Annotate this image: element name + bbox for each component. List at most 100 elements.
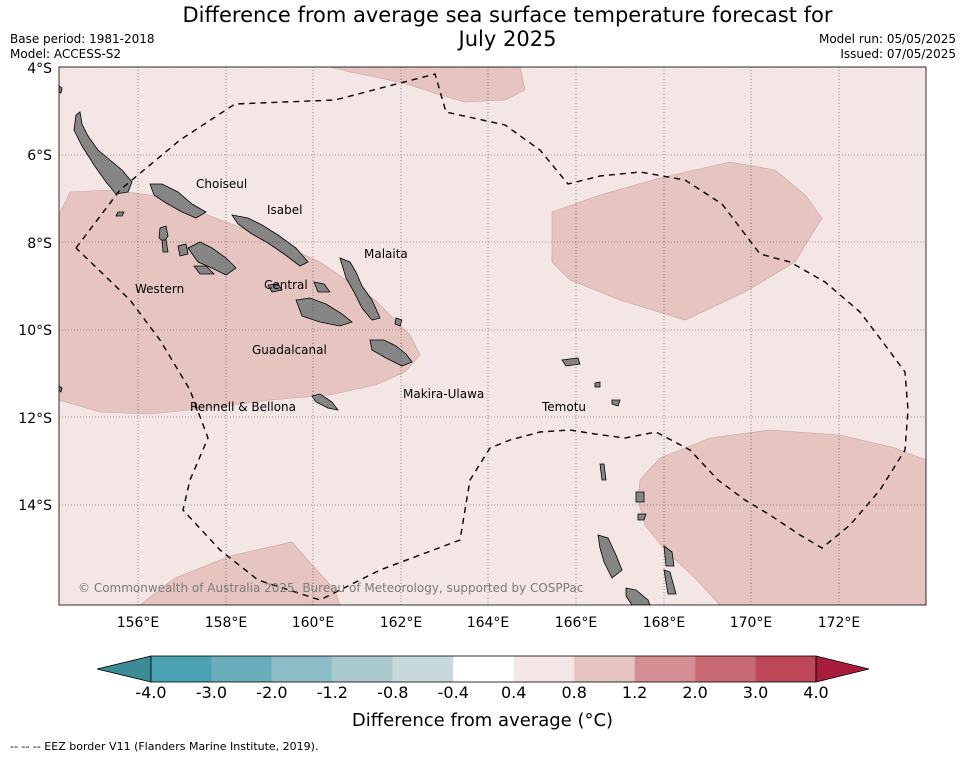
warm-region-south [139, 541, 341, 605]
base-period: Base period: 1981-2018 [10, 32, 155, 46]
colorbar [96, 655, 870, 683]
map-frame [58, 66, 927, 606]
island-edge-1 [59, 85, 63, 94]
eez-footnote: -- -- -- EEZ border V11 (Flanders Marine… [10, 740, 319, 753]
warm-region-west [59, 189, 421, 415]
island-rendova [193, 265, 215, 275]
island-santa-cruz [561, 357, 581, 367]
island-guadalcanal [295, 297, 353, 327]
island-isabel [231, 214, 309, 267]
island-utupua [594, 381, 601, 388]
colorbar-tick: -4.0 [135, 683, 167, 702]
lon-tick-166e: 166°E [555, 615, 598, 631]
warm-region-southeast [637, 429, 926, 605]
island-rennell [311, 393, 339, 411]
island-vanuatu-5 [637, 513, 647, 521]
lat-tick-14s: 14°S [18, 498, 52, 514]
colorbar-tick: 3.0 [742, 683, 769, 702]
colorbar-segment [211, 656, 272, 682]
island-vanikoro [611, 399, 621, 407]
lon-tick-158e: 158°E [205, 615, 248, 631]
island-florida [313, 281, 331, 293]
colorbar-label: Difference from average (°C) [351, 710, 614, 731]
colorbar-segment [755, 656, 816, 682]
colorbar-tick: 2.0 [682, 683, 708, 702]
island-malaita [339, 257, 381, 321]
island-torres [599, 463, 607, 481]
lat-tick-6s: 6°S [27, 148, 52, 164]
lon-tick-160e: 160°E [292, 615, 335, 631]
province-labels: Choiseul Isabel Malaita Western Central … [135, 177, 586, 414]
island-vanuatu-1 [597, 534, 623, 579]
colorbar-segment [634, 656, 696, 682]
label-guadalcanal: Guadalcanal [252, 343, 327, 357]
warm-region-east [551, 161, 823, 321]
meta-left: Base period: 1981-2018 Model: ACCESS-S2 [10, 32, 155, 62]
colorbar-tick: 0.4 [500, 683, 527, 702]
island-vanuatu-3 [663, 545, 675, 567]
colorbar-segment [513, 656, 575, 682]
lon-tick-156e: 156°E [117, 615, 160, 631]
island-choiseul [73, 111, 133, 195]
colorbar-extend-low [96, 655, 152, 683]
colorbar-tick: -2.0 [256, 683, 288, 702]
label-makira-ulawa: Makira-Ulawa [403, 387, 484, 401]
label-choiseul: Choiseul [196, 177, 247, 191]
lat-tick-12s: 12°S [18, 411, 52, 427]
label-western: Western [135, 282, 184, 296]
colorbar-tick: 1.2 [621, 683, 648, 702]
lon-tick-164e: 164°E [467, 615, 510, 631]
colorbar-segment [574, 656, 635, 682]
copyright-notice: © Commonwealth of Australia 2025, Bureau… [78, 581, 583, 595]
lon-tick-170e: 170°E [730, 615, 773, 631]
island-new-georgia [187, 241, 237, 276]
island-vanuatu-4 [663, 569, 677, 595]
colorbar-segment [695, 656, 756, 682]
colorbar-tick: -3.0 [195, 683, 228, 702]
issued-date: Issued: 07/05/2025 [840, 47, 956, 61]
colorbar-segment [271, 656, 333, 682]
meta-right: Model run: 05/05/2025 Issued: 07/05/2025 [819, 32, 956, 62]
colorbar-frame [150, 655, 817, 683]
island-choiseul-south [149, 183, 207, 219]
eez-border [75, 73, 909, 601]
lon-tick-162e: 162°E [380, 615, 423, 631]
island-vella-lavella [158, 225, 169, 243]
label-central: Central [264, 278, 308, 292]
colorbar-tick: -1.2 [316, 683, 348, 702]
title-line-1: Difference from average sea surface temp… [182, 3, 833, 27]
anomaly-regions [59, 67, 926, 605]
model-name: Model: ACCESS-S2 [10, 47, 122, 61]
colorbar-segment [392, 656, 454, 682]
island-ranongga [161, 239, 169, 253]
warm-region-north [329, 67, 526, 103]
island-shortland [115, 211, 125, 217]
label-rennell-bellona: Rennell & Bellona [190, 400, 296, 414]
lat-tick-10s: 10°S [18, 323, 52, 339]
lat-tick-8s: 8°S [27, 236, 52, 252]
title-line-2: July 2025 [458, 27, 557, 51]
colorbar-tick: -0.4 [437, 683, 469, 702]
label-temotu: Temotu [541, 400, 586, 414]
colorbar-segment [332, 656, 393, 682]
island-kolombangara [177, 243, 189, 257]
island-russell [267, 283, 283, 293]
colorbar-extend-high [815, 655, 870, 683]
island-makira [369, 339, 413, 367]
lat-axis-labels: 4°S 6°S 8°S 10°S 12°S 14°S [18, 61, 52, 514]
islands [59, 85, 677, 605]
island-edge-2 [59, 385, 63, 393]
colorbar-tick: -0.8 [377, 683, 409, 702]
label-malaita: Malaita [364, 247, 408, 261]
lon-tick-168e: 168°E [643, 615, 686, 631]
lat-tick-4s: 4°S [27, 61, 52, 77]
lon-axis-labels: 156°E 158°E 160°E 162°E 164°E 166°E 168°… [117, 615, 861, 631]
island-small-malaita [394, 317, 403, 327]
colorbar-tick: 4.0 [803, 683, 829, 702]
colorbar-tick: 0.8 [561, 683, 587, 702]
island-vanuatu-2 [625, 587, 651, 605]
colorbar-segment [151, 656, 212, 682]
model-run: Model run: 05/05/2025 [818, 32, 956, 46]
colorbar-segment [453, 656, 514, 682]
